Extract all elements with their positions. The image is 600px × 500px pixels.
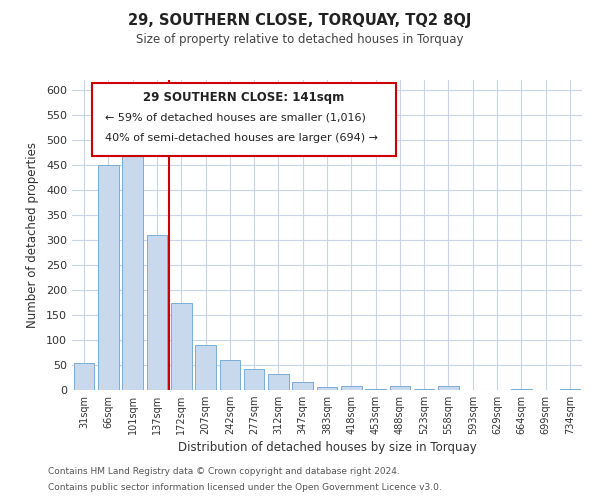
- X-axis label: Distribution of detached houses by size in Torquay: Distribution of detached houses by size …: [178, 442, 476, 454]
- Bar: [560, 389, 580, 390]
- Text: 29 SOUTHERN CLOSE: 141sqm: 29 SOUTHERN CLOSE: 141sqm: [143, 91, 345, 104]
- Bar: [74, 362, 94, 390]
- Bar: [220, 360, 240, 390]
- Text: Size of property relative to detached houses in Torquay: Size of property relative to detached ho…: [136, 32, 464, 46]
- Bar: [122, 155, 143, 390]
- Bar: [317, 386, 337, 390]
- Bar: [146, 235, 167, 390]
- Bar: [195, 345, 216, 390]
- Bar: [341, 386, 362, 390]
- Text: 29, SOUTHERN CLOSE, TORQUAY, TQ2 8QJ: 29, SOUTHERN CLOSE, TORQUAY, TQ2 8QJ: [128, 12, 472, 28]
- Bar: [511, 388, 532, 390]
- Bar: [171, 302, 191, 390]
- Bar: [389, 386, 410, 390]
- FancyBboxPatch shape: [92, 83, 396, 156]
- Y-axis label: Number of detached properties: Number of detached properties: [26, 142, 39, 328]
- Text: ← 59% of detached houses are smaller (1,016): ← 59% of detached houses are smaller (1,…: [105, 112, 366, 122]
- Bar: [98, 165, 119, 390]
- Bar: [414, 389, 434, 390]
- Bar: [292, 382, 313, 390]
- Text: Contains public sector information licensed under the Open Government Licence v3: Contains public sector information licen…: [48, 484, 442, 492]
- Bar: [438, 386, 459, 390]
- Text: 40% of semi-detached houses are larger (694) →: 40% of semi-detached houses are larger (…: [105, 132, 378, 142]
- Text: Contains HM Land Registry data © Crown copyright and database right 2024.: Contains HM Land Registry data © Crown c…: [48, 467, 400, 476]
- Bar: [268, 374, 289, 390]
- Bar: [244, 368, 265, 390]
- Bar: [365, 389, 386, 390]
